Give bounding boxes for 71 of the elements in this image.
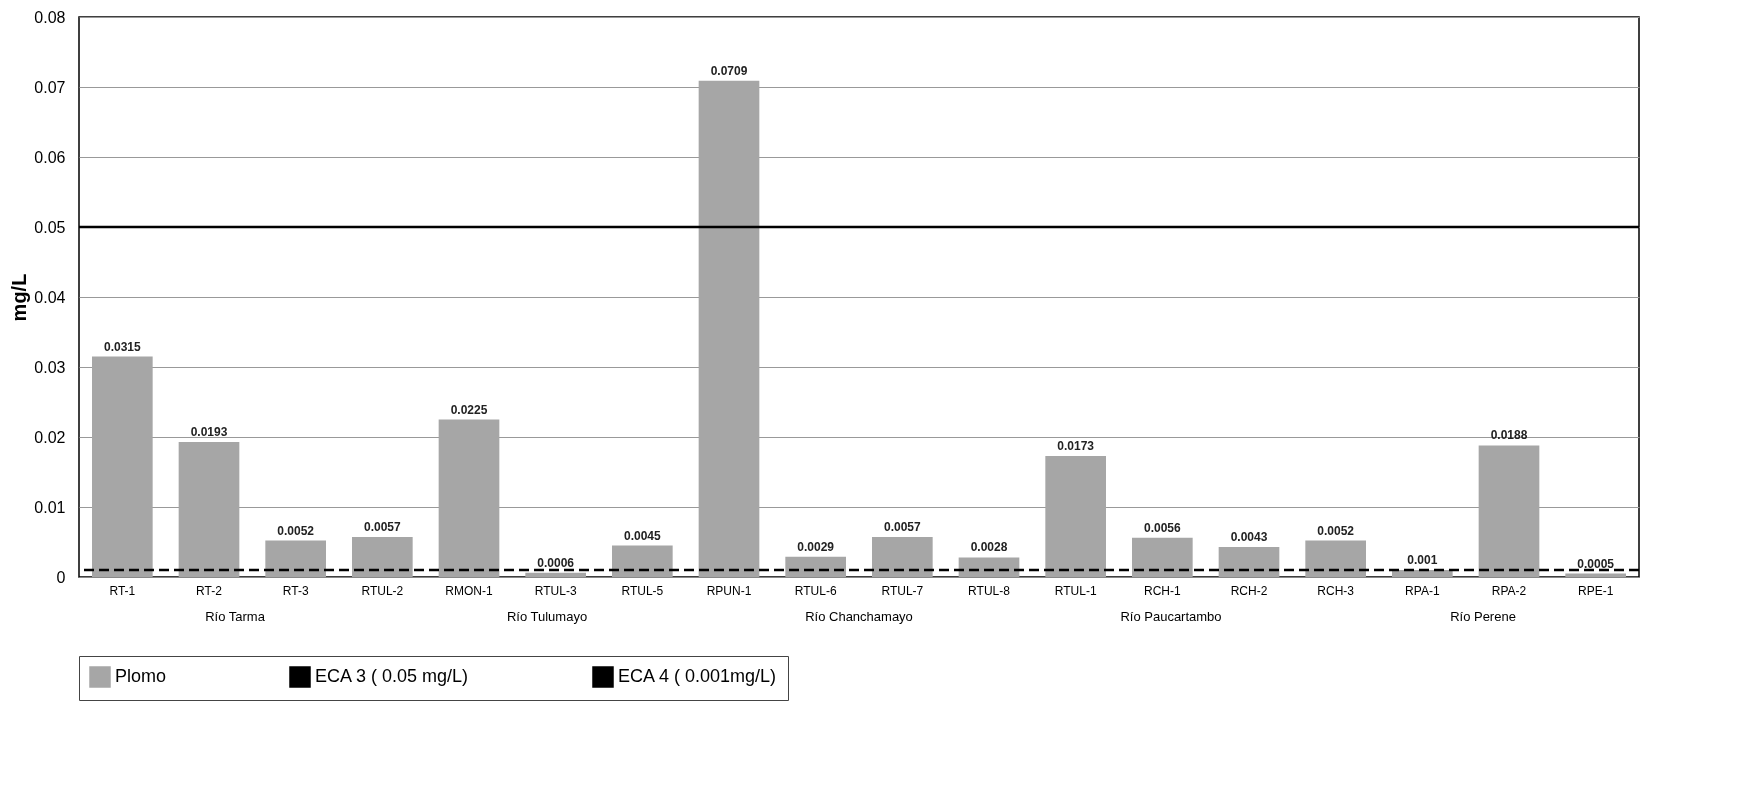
text: Río Tarma — [205, 609, 266, 624]
data-label: 0.0225 — [450, 402, 488, 417]
y-tick-label: 0.07 — [34, 78, 66, 96]
data-label: 0.0045 — [623, 528, 662, 543]
bar — [785, 556, 846, 577]
x-tick-label: RT-2 — [196, 583, 223, 598]
bar — [872, 537, 933, 577]
bar — [525, 572, 586, 577]
bar — [1305, 540, 1366, 577]
text: Río Chanchamayo — [805, 609, 913, 624]
data-label: 0.0057 — [883, 520, 922, 535]
text: Río Paucartambo — [1120, 609, 1222, 624]
data-label: 0.0056 — [1143, 520, 1182, 535]
data-label: 0.0709 — [710, 63, 748, 78]
y-tick-label: 0.03 — [34, 358, 66, 376]
y-tick-label: 0 — [56, 568, 66, 586]
bar — [1392, 570, 1453, 577]
data-label: 0.0188 — [1490, 428, 1528, 443]
bar — [958, 557, 1020, 577]
bar — [1478, 445, 1540, 577]
x-tick-label: RTUL-7 — [881, 583, 924, 598]
x-tick-label: RPUN-1 — [706, 583, 752, 598]
data-label: 0.0315 — [103, 339, 142, 354]
bar — [352, 537, 413, 577]
bar — [1045, 455, 1106, 577]
legend-label: ECA 3 ( 0.05 mg/L) — [315, 666, 469, 686]
data-label: 0.0028 — [970, 540, 1008, 555]
bar — [92, 356, 153, 577]
y-tick-label: 0.04 — [34, 288, 66, 306]
x-tick-label: RPA-2 — [1491, 583, 1527, 598]
bar — [1132, 537, 1193, 577]
bar — [438, 419, 500, 577]
legend-label: ECA 4 ( 0.001mg/L) — [618, 666, 777, 686]
bar — [265, 540, 326, 577]
bar — [178, 441, 240, 577]
y-tick-label: 0.01 — [34, 498, 66, 516]
data-label: 0.001 — [1407, 553, 1438, 567]
legend-label: Plomo — [115, 666, 167, 686]
x-tick-label: RPE-1 — [1577, 583, 1614, 598]
x-tick-label: RCH-1 — [1144, 583, 1181, 598]
x-tick-label: RT-1 — [109, 583, 136, 598]
text: Río Perene — [1450, 609, 1516, 624]
x-tick-label: RMON-1 — [445, 583, 493, 598]
x-tick-label: RTUL-6 — [794, 583, 837, 598]
data-label: 0.0173 — [1057, 438, 1095, 453]
x-tick-label: RTUL-8 — [968, 583, 1011, 598]
bar — [698, 80, 760, 577]
x-tick-label: RTUL-1 — [1054, 583, 1097, 598]
data-label: 0.0052 — [277, 523, 315, 538]
x-tick-label: RTUL-5 — [621, 583, 664, 598]
data-label: 0.0006 — [537, 555, 575, 570]
data-label: 0.0052 — [1317, 523, 1355, 538]
data-label: 0.0043 — [1230, 529, 1268, 544]
x-tick-label: RT-3 — [282, 583, 309, 598]
data-label: 0.0057 — [363, 520, 402, 535]
x-tick-label: RTUL-2 — [361, 583, 404, 598]
bar — [1218, 546, 1280, 577]
y-axis-title: mg/L — [8, 273, 31, 322]
bar — [612, 545, 673, 577]
x-tick-label: RCH-2 — [1230, 583, 1268, 598]
data-label: 0.0005 — [1577, 556, 1615, 571]
text: Río Tulumayo — [506, 609, 588, 624]
y-tick-label: 0.06 — [34, 148, 66, 166]
y-tick-label: 0.08 — [34, 8, 66, 26]
x-tick-label: RCH-3 — [1317, 583, 1355, 598]
y-tick-label: 0.02 — [34, 428, 66, 446]
x-tick-label: RPA-1 — [1405, 583, 1440, 598]
data-label: 0.0029 — [797, 539, 835, 554]
data-label: 0.0193 — [190, 424, 228, 439]
x-tick-label: RTUL-3 — [534, 583, 577, 598]
y-tick-label: 0.05 — [34, 218, 66, 236]
